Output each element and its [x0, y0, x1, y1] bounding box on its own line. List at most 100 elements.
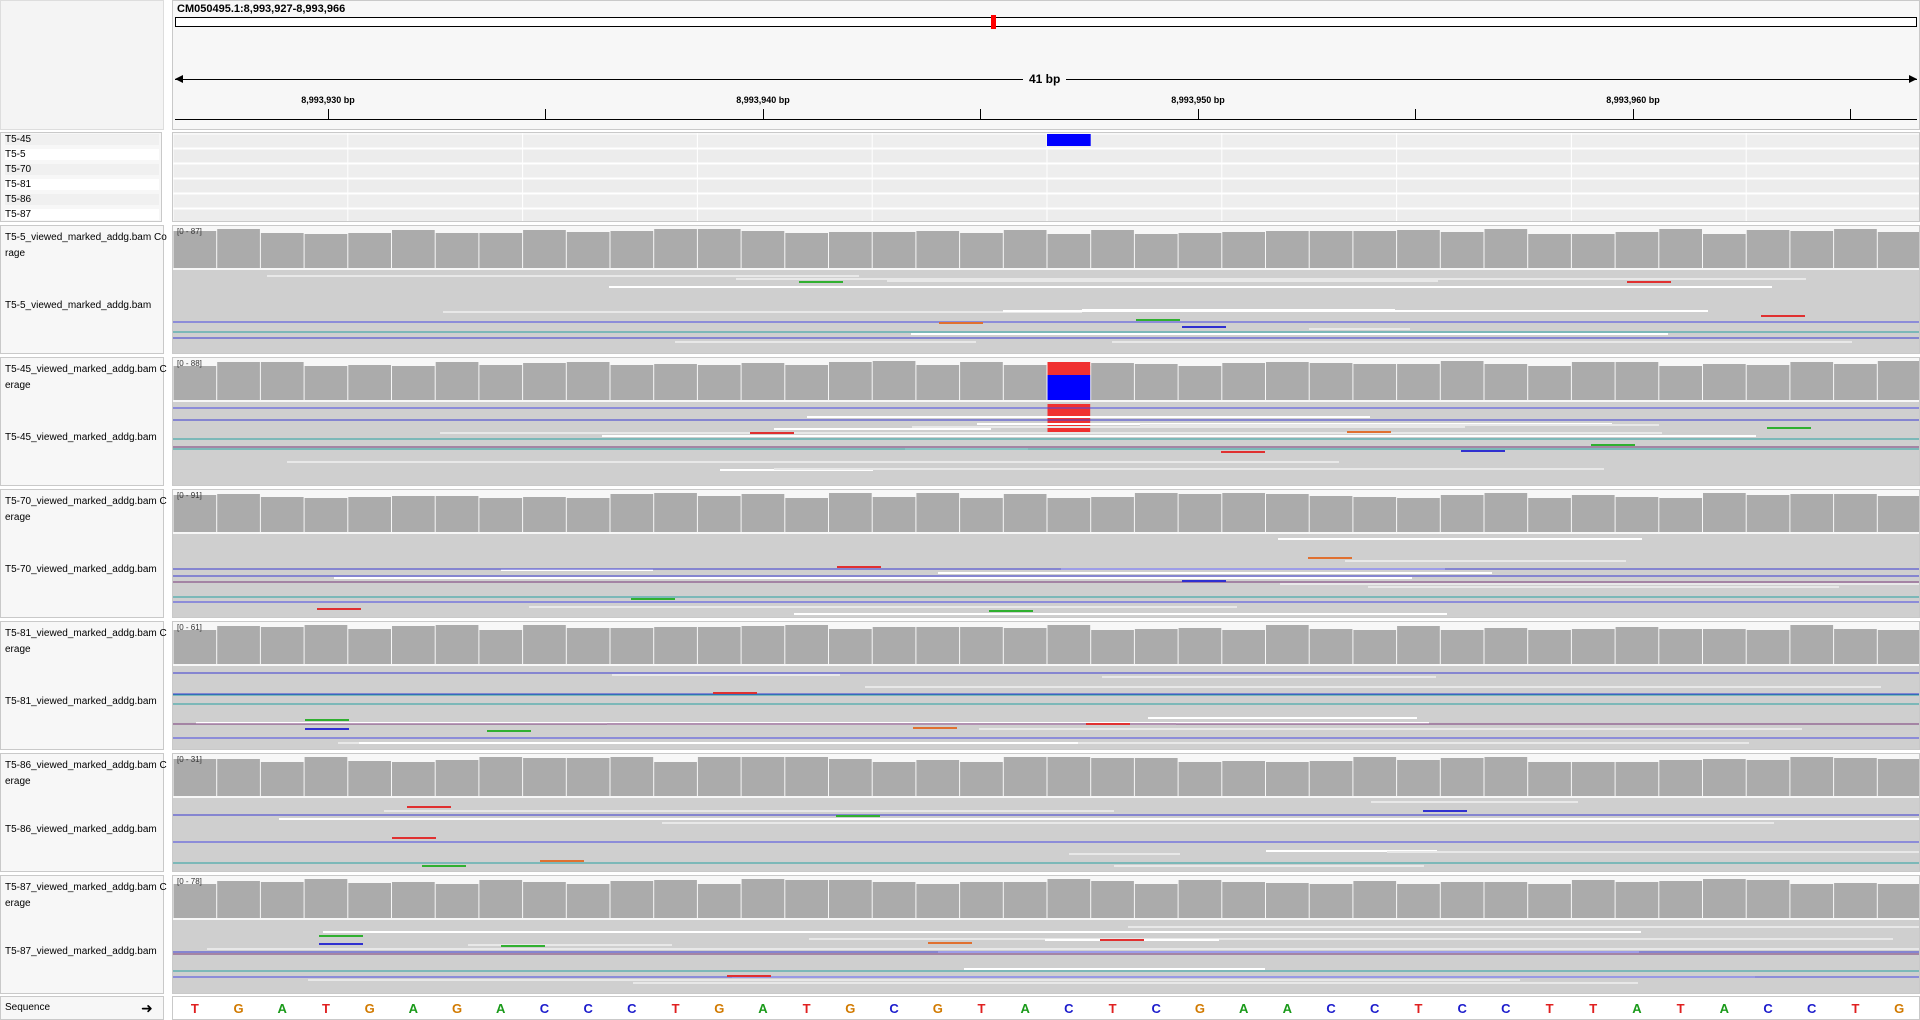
coverage-track-name[interactable]: T5-45_viewed_marked_addg.bam C: [5, 364, 167, 375]
coverage-bar: [304, 498, 348, 532]
track-data-panel[interactable]: [0 - 91]: [172, 489, 1920, 618]
coverage-bar: [872, 497, 916, 532]
track-svg: [173, 754, 1919, 867]
coverage-bar: [916, 365, 960, 400]
coverage-bar: [610, 365, 654, 400]
coverage-bar: [916, 231, 960, 268]
coverage-bar: [1309, 231, 1353, 268]
coverage-bar: [872, 882, 916, 918]
track-data-panel[interactable]: [0 - 31]: [172, 753, 1920, 872]
track-name-panel[interactable]: T5-70_viewed_marked_addg.bam C erage T5-…: [0, 489, 167, 618]
coverage-bar: [348, 365, 391, 400]
coverage-bar: [1309, 629, 1353, 664]
coverage-bar: [217, 362, 260, 400]
coverage-bar: [1615, 882, 1659, 918]
track-name-panel[interactable]: T5-81_viewed_marked_addg.bam C erage T5-…: [0, 621, 167, 750]
track-data-panel[interactable]: [0 - 61]: [172, 621, 1920, 750]
coverage-bar: [435, 362, 479, 400]
coverage-bar: [960, 882, 1003, 918]
sequence-base: T: [977, 1001, 986, 1016]
coverage-bar: [1877, 759, 1919, 796]
alignment-track-name[interactable]: T5-87_viewed_marked_addg.bam: [5, 946, 157, 957]
coverage-bar: [916, 760, 960, 796]
track-svg: [173, 490, 1919, 615]
coverage-bar: [785, 233, 828, 268]
coverage-bar: [1353, 630, 1397, 664]
coverage-bar: [872, 361, 916, 400]
sample-name[interactable]: T5-81: [5, 179, 159, 190]
sequence-base: G: [932, 1001, 943, 1016]
track-name-panel[interactable]: T5-5_viewed_marked_addg.bam Co rage T5-5…: [0, 225, 167, 354]
sequence-base: G: [364, 1001, 375, 1016]
sequence-base: A: [1020, 1001, 1030, 1016]
sample-name[interactable]: T5-87: [5, 209, 159, 220]
coverage-bar: [654, 229, 697, 268]
ruler-minor-tick: [980, 109, 981, 119]
coverage-bar: [1834, 364, 1877, 400]
sample-name[interactable]: T5-86: [5, 194, 159, 205]
coverage-bar: [1877, 232, 1919, 268]
track-data-panel[interactable]: [0 - 78]: [172, 875, 1920, 994]
coverage-bar: [1746, 630, 1790, 664]
coverage-bar: [1003, 365, 1047, 400]
alignment-track-name[interactable]: T5-70_viewed_marked_addg.bam: [5, 564, 157, 575]
sample-name[interactable]: T5-5: [5, 149, 159, 160]
ruler-tick: [763, 109, 764, 119]
sample-name[interactable]: T5-70: [5, 164, 159, 175]
coverage-bar: [1834, 629, 1877, 664]
coverage-bar: [1091, 630, 1134, 664]
track-name-panel[interactable]: T5-87_viewed_marked_addg.bam C erage T5-…: [0, 875, 167, 994]
coverage-bar: [654, 762, 697, 796]
strand-arrow-icon[interactable]: ➜: [141, 1000, 153, 1016]
coverage-bar: [435, 496, 479, 532]
sequence-base: G: [451, 1001, 463, 1016]
coverage-bar: [785, 498, 828, 532]
coverage-bar: [1397, 760, 1440, 796]
coverage-bar: [1134, 884, 1178, 918]
alignment-track-name[interactable]: T5-45_viewed_marked_addg.bam: [5, 432, 157, 443]
coverage-bar: [741, 231, 785, 268]
coverage-track-name[interactable]: T5-87_viewed_marked_addg.bam C: [5, 882, 167, 893]
span-arrow-left-head: [175, 75, 183, 83]
alignment-track-name[interactable]: T5-86_viewed_marked_addg.bam: [5, 824, 157, 835]
sample-name-panel: T5-45 T5-5 T5-70 T5-81 T5-86 T5-87: [0, 132, 162, 222]
track-svg: [173, 358, 1919, 471]
sequence-base: C: [1763, 1001, 1773, 1016]
coverage-range-label: [0 - 87]: [177, 227, 202, 236]
coverage-bar: [1484, 229, 1528, 268]
coverage-track-name[interactable]: T5-70_viewed_marked_addg.bam C: [5, 496, 167, 507]
coverage-bar: [566, 758, 610, 796]
sequence-base: T: [671, 1001, 680, 1016]
coverage-bar: [785, 757, 828, 796]
coverage-bar: [610, 494, 654, 532]
track-name-panel[interactable]: T5-45_viewed_marked_addg.bam C erage T5-…: [0, 357, 167, 486]
coverage-bar: [1790, 231, 1834, 268]
track-data-panel[interactable]: [0 - 88]: [172, 357, 1920, 486]
track-name-panel[interactable]: T5-86_viewed_marked_addg.bam C erage T5-…: [0, 753, 167, 872]
coverage-bar: [1266, 762, 1309, 796]
coverage-track-name[interactable]: T5-86_viewed_marked_addg.bam C: [5, 760, 167, 771]
coverage-bar: [1746, 760, 1790, 796]
coverage-bar: [1047, 498, 1091, 532]
coverage-bar: [1746, 495, 1790, 532]
coverage-bar: [741, 363, 785, 400]
coverage-bar: [173, 366, 217, 400]
header-name-panel: [0, 0, 164, 130]
chromosome-ideogram[interactable]: [175, 15, 1917, 29]
coverage-bar: [1091, 497, 1134, 532]
coverage-bar: [1003, 494, 1047, 532]
coverage-bar: [1440, 758, 1484, 796]
coverage-bar: [1790, 494, 1834, 532]
coverage-track-name[interactable]: T5-81_viewed_marked_addg.bam C: [5, 628, 167, 639]
sequence-base: A: [496, 1001, 506, 1016]
alignment-track-name[interactable]: T5-81_viewed_marked_addg.bam: [5, 696, 157, 707]
coverage-bar: [1790, 625, 1834, 664]
track-data-panel[interactable]: [0 - 87]: [172, 225, 1920, 354]
coverage-bar: [173, 231, 217, 268]
coverage-bar: [1790, 362, 1834, 400]
alignment-track-name[interactable]: T5-5_viewed_marked_addg.bam: [5, 300, 152, 311]
coverage-bar: [435, 625, 479, 664]
coverage-bar: [697, 627, 741, 664]
sample-name[interactable]: T5-45: [5, 134, 159, 145]
coverage-track-name[interactable]: T5-5_viewed_marked_addg.bam Co: [5, 232, 167, 243]
